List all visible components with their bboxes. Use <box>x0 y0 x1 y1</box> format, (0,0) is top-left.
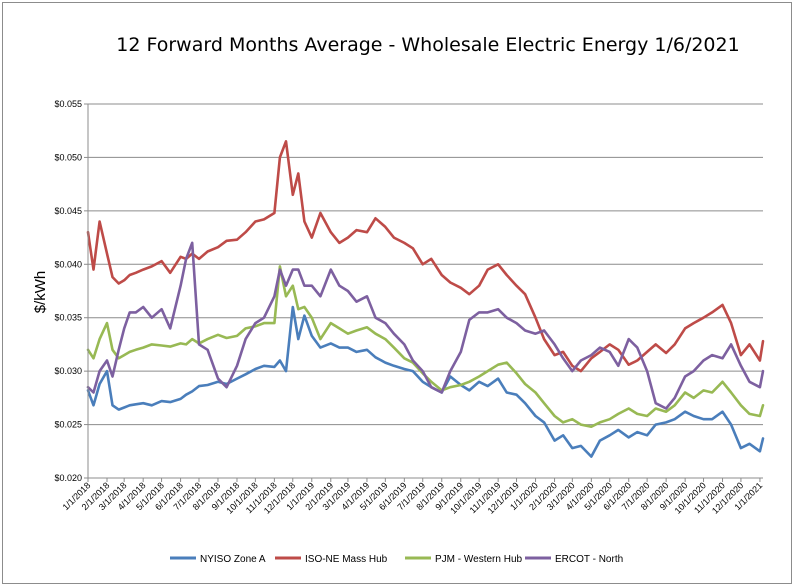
y-tick-label: $0.055 <box>54 99 82 109</box>
y-tick-label: $0.040 <box>54 259 82 269</box>
series-line-ercot-north <box>86 241 765 410</box>
y-tick-label: $0.030 <box>54 366 82 376</box>
series-line-nyiso-zone-a <box>86 305 765 458</box>
legend-label: ERCOT - North <box>555 554 623 565</box>
legend-item: NYISO Zone A <box>170 554 266 565</box>
series-line-iso-ne-mass-hub <box>86 140 765 373</box>
y-tick-label: $0.035 <box>54 313 82 323</box>
y-tick-label: $0.025 <box>54 420 82 430</box>
series-line-pjm-western-hub <box>86 265 765 429</box>
legend-item: PJM - Western Hub <box>405 554 522 565</box>
y-axis-label: $/kWh <box>32 271 49 314</box>
x-axis-ticks: 1/1/20182/1/20183/1/20184/1/20185/1/2018… <box>61 478 764 516</box>
axes <box>87 104 763 479</box>
legend: NYISO Zone A ISO-NE Mass Hub PJM - Western… <box>170 554 623 565</box>
series-lines <box>86 140 765 458</box>
y-axis-ticks: $0.020 $0.025 $0.030 $0.035 $0.040 $0.045 $0.0… <box>54 99 88 483</box>
legend-item: ISO-NE Mass Hub <box>275 554 388 565</box>
legend-label: NYISO Zone A <box>200 554 266 565</box>
chart-title: 12 Forward Months Average - Wholesale El… <box>116 34 740 56</box>
legend-label: PJM - Western Hub <box>435 554 522 565</box>
y-tick-label: $0.050 <box>54 152 82 162</box>
grid <box>88 103 763 479</box>
y-tick-label: $0.020 <box>54 473 82 483</box>
y-tick-label: $0.045 <box>54 206 82 216</box>
legend-item: ERCOT - North <box>525 554 623 565</box>
legend-label: ISO-NE Mass Hub <box>305 554 388 565</box>
